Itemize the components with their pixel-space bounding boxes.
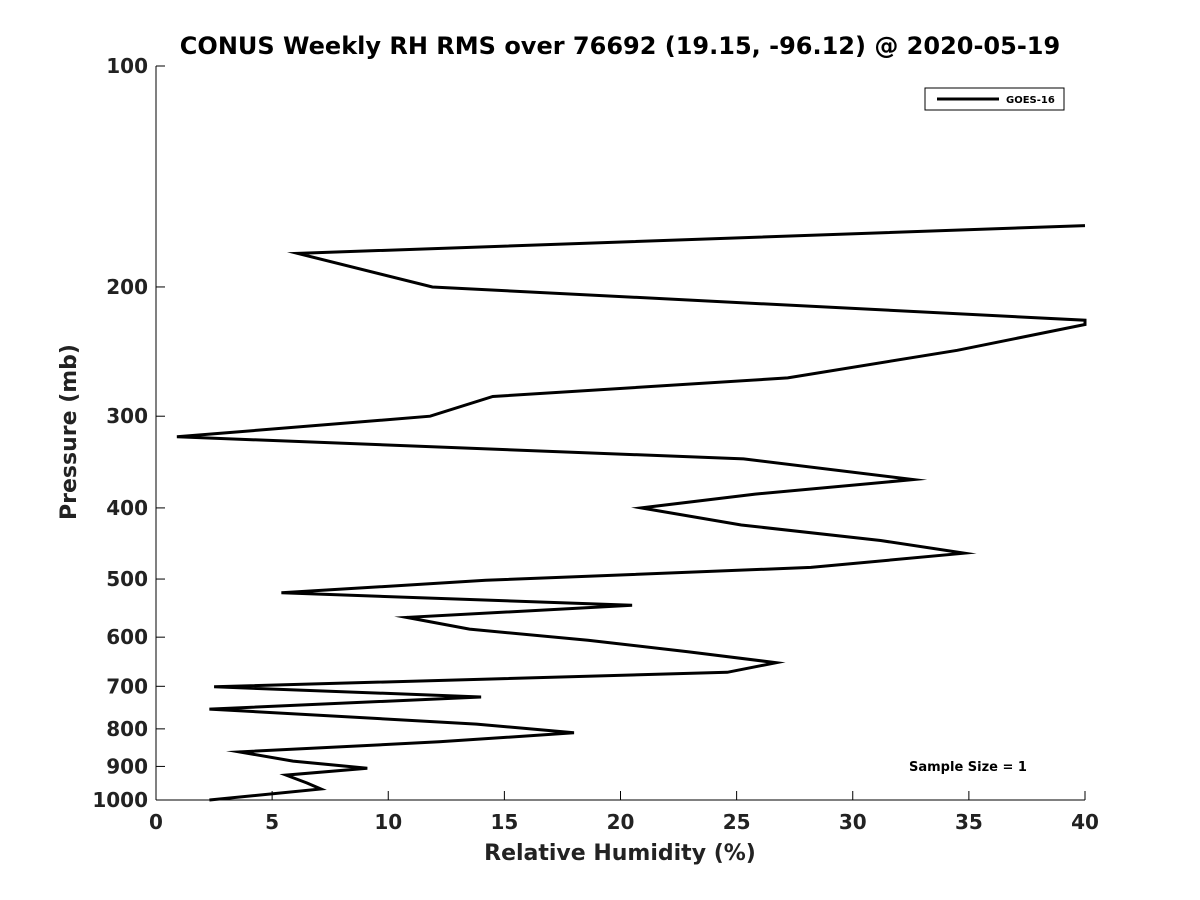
legend-label: GOES-16 [1006, 95, 1055, 106]
y-axis-label: Pressure (mb) [57, 344, 82, 520]
legend: GOES-16 [924, 87, 1065, 111]
x-tick-label: 40 [1071, 810, 1099, 834]
y-tick-label: 600 [106, 625, 148, 649]
x-tick-label: 20 [607, 810, 635, 834]
x-tick-label: 5 [265, 810, 279, 834]
x-axis-label: Relative Humidity (%) [484, 841, 756, 866]
x-tick-label: 10 [374, 810, 402, 834]
axes: 0 5 10 15 20 25 30 35 40 100 200 300 400 500 600 700 800… [92, 54, 1099, 834]
y-tick-label: 400 [106, 496, 148, 520]
y-tick-label: 200 [106, 275, 148, 299]
x-tick-label: 35 [955, 810, 983, 834]
sample-size-annotation: Sample Size = 1 [909, 760, 1027, 775]
y-tick-label: 100 [106, 54, 148, 78]
y-tick-label: 700 [106, 674, 148, 698]
y-tick-label: 300 [106, 404, 148, 428]
y-tick-label: 500 [106, 567, 148, 591]
series-line-goes-16 [176, 224, 1087, 802]
y-tick-label: 900 [106, 754, 148, 778]
y-tick-label: 800 [106, 717, 148, 741]
series-layer [176, 224, 1087, 802]
chart-title: CONUS Weekly RH RMS over 76692 (19.15, -… [180, 32, 1060, 60]
x-tick-label: 30 [839, 810, 867, 834]
x-tick-label: 25 [723, 810, 751, 834]
y-tick-label: 1000 [92, 788, 148, 812]
x-tick-label: 0 [149, 810, 163, 834]
x-tick-label: 15 [490, 810, 518, 834]
